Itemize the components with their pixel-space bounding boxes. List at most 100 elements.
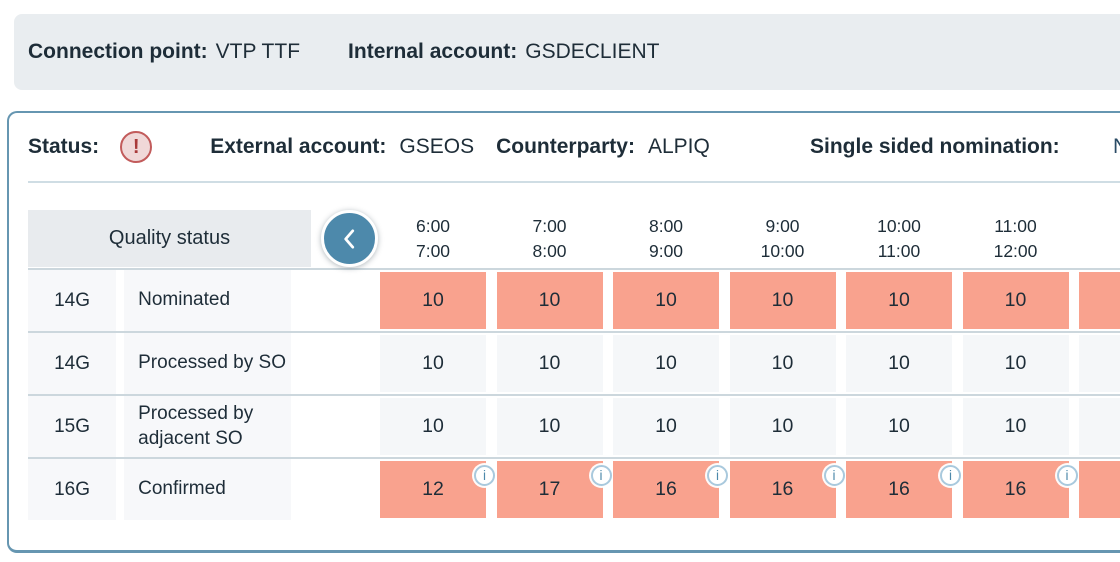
value-cell: 10 (496, 272, 603, 329)
table-row-processed-by-so: 14G Processed by SO 10 10 10 10 10 10 (28, 331, 1120, 394)
value-cell: 10 (962, 398, 1069, 455)
table-rows: 14G Nominated 10 10 10 10 10 10 14G Proc… (9, 268, 1120, 520)
row-code: 14G (28, 270, 117, 331)
single-sided-nomination-label: Single sided nomination: (810, 135, 1060, 158)
cell-value: 17 (538, 478, 561, 500)
cell-value: 10 (422, 289, 444, 311)
time-column-header: 7:00 8:00 (497, 210, 603, 267)
value-cell: 12 (380, 461, 495, 518)
cell-value: 10 (771, 352, 794, 374)
cell-value: 10 (655, 352, 677, 374)
counterparty-label: Counterparty: (496, 135, 635, 158)
cell-value: 10 (538, 352, 561, 374)
cell-value: 16 (655, 478, 677, 500)
row-label: Processed by SO (124, 333, 291, 394)
cell-value: 10 (771, 415, 794, 437)
row-value-cells: 12 17 16 16 (380, 461, 1120, 518)
value-cell: 16 (962, 461, 1078, 518)
info-icon[interactable] (590, 465, 612, 486)
cell-value: 10 (655, 415, 677, 437)
table-row-confirmed: 16G Confirmed 12 17 16 (28, 457, 1120, 520)
scroll-left-button[interactable] (321, 210, 378, 267)
time-from: 9:00 (765, 216, 800, 236)
value-cell: 10 (380, 398, 486, 455)
row-value-cells: 10 10 10 10 10 10 (380, 335, 1120, 392)
value-cell-partial (1079, 272, 1120, 329)
external-account-label: External account: (210, 135, 387, 158)
time-header-cells: 6:00 7:00 7:00 8:00 8:00 9:00 9:00 10:00… (380, 210, 1120, 267)
row-label: Processed by adjacent SO (124, 396, 291, 457)
value-cell: 16 (846, 461, 961, 518)
time-column-header-partial (1079, 210, 1120, 267)
connection-point-label: Connection point: (28, 40, 208, 63)
quality-status-table: Quality status 6:00 7:00 7:00 8:00 (9, 210, 1120, 520)
value-cell: 10 (846, 398, 952, 455)
value-cell: 10 (962, 335, 1069, 392)
info-icon[interactable] (707, 465, 728, 486)
value-cell: 10 (380, 335, 486, 392)
info-icon[interactable] (1056, 465, 1078, 486)
row-code: 16G (28, 459, 117, 520)
corner-header: Quality status (28, 210, 311, 267)
time-column-header: 10:00 11:00 (846, 210, 952, 267)
time-from: 6:00 (415, 216, 451, 236)
cell-value: 10 (422, 415, 444, 437)
cell-value: 16 (1004, 478, 1027, 500)
row-code: 15G (28, 396, 117, 457)
info-icon[interactable] (474, 465, 495, 486)
value-cell: 16 (613, 461, 728, 518)
time-from: 7:00 (532, 216, 567, 236)
table-row-processed-by-adjacent-so: 15G Processed by adjacent SO 10 10 10 10… (28, 394, 1120, 457)
cell-value: 10 (1004, 352, 1027, 374)
row-value-cells: 10 10 10 10 10 10 (380, 398, 1120, 455)
value-cell-partial (1079, 398, 1120, 455)
cell-value: 16 (771, 478, 794, 500)
cell-value: 12 (422, 478, 444, 500)
value-cell: 16 (729, 461, 845, 518)
cell-value: 10 (655, 289, 677, 311)
cell-value: 10 (422, 352, 444, 374)
time-from: 8:00 (648, 216, 684, 236)
status-divider (28, 181, 1120, 183)
time-from: 11:00 (994, 216, 1037, 236)
cell-value: 10 (888, 289, 910, 311)
value-cell-partial (1079, 461, 1120, 518)
info-icon[interactable] (823, 465, 845, 486)
row-value-cells: 10 10 10 10 10 10 (380, 272, 1120, 329)
time-column-header: 11:00 12:00 (963, 210, 1069, 267)
alert-circle-icon[interactable] (120, 131, 153, 163)
cell-value: 10 (538, 415, 561, 437)
connection-point-value: VTP TTF (215, 40, 301, 63)
time-column-header: 8:00 9:00 (613, 210, 719, 267)
value-cell: 10 (846, 272, 952, 329)
chevron-left-icon (337, 226, 363, 252)
value-cell: 10 (496, 398, 603, 455)
value-cell: 10 (380, 272, 486, 329)
value-cell: 10 (729, 398, 836, 455)
row-code: 14G (28, 333, 117, 394)
value-cell: 10 (846, 335, 952, 392)
value-cell: 10 (496, 335, 603, 392)
value-cell: 10 (613, 272, 719, 329)
time-from: 10:00 (877, 216, 921, 236)
info-icon[interactable] (940, 465, 961, 486)
internal-account-group: Internal account: GSDECLIENT (348, 40, 659, 64)
row-label: Nominated (124, 270, 291, 331)
row-label: Confirmed (124, 459, 291, 520)
cell-value: 16 (888, 478, 910, 500)
status-row: Status: External account: GSEOS Counterp… (9, 113, 1120, 181)
cell-value: 10 (538, 289, 561, 311)
cell-value: 10 (888, 352, 910, 374)
single-sided-nomination-value: N (1113, 135, 1120, 159)
internal-account-value: GSDECLIENT (525, 40, 660, 63)
cell-value: 10 (1004, 415, 1027, 437)
time-to: 8:00 (532, 240, 567, 261)
cell-value: 10 (1004, 289, 1027, 311)
time-to: 7:00 (415, 240, 451, 261)
table-row-nominated: 14G Nominated 10 10 10 10 10 10 (28, 268, 1120, 331)
time-to: 10:00 (760, 240, 805, 261)
value-cell: 10 (729, 272, 836, 329)
connection-header-bar: Connection point: VTP TTF Internal accou… (14, 14, 1120, 90)
value-cell: 10 (613, 398, 719, 455)
table-header-row: Quality status 6:00 7:00 7:00 8:00 (9, 210, 1120, 267)
